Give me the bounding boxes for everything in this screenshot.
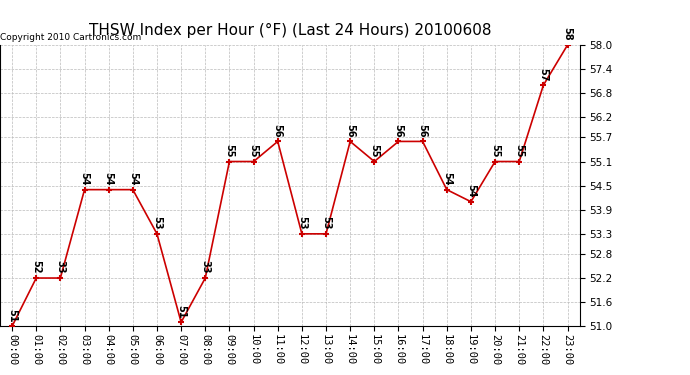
Text: 56: 56 bbox=[393, 124, 404, 137]
Text: 52: 52 bbox=[31, 260, 41, 274]
Text: 54: 54 bbox=[466, 184, 476, 198]
Text: 51: 51 bbox=[176, 304, 186, 318]
Text: THSW Index per Hour (°F) (Last 24 Hours) 20100608: THSW Index per Hour (°F) (Last 24 Hours)… bbox=[88, 22, 491, 38]
Text: 56: 56 bbox=[417, 124, 428, 137]
Text: 55: 55 bbox=[248, 144, 259, 158]
Text: 56: 56 bbox=[273, 124, 283, 137]
Text: 33: 33 bbox=[55, 260, 66, 274]
Text: 56: 56 bbox=[345, 124, 355, 137]
Text: 54: 54 bbox=[442, 172, 452, 186]
Text: 55: 55 bbox=[369, 144, 380, 158]
Text: 54: 54 bbox=[104, 172, 114, 186]
Text: 33: 33 bbox=[200, 260, 210, 274]
Text: 57: 57 bbox=[538, 68, 549, 81]
Text: Copyright 2010 Cartronics.com: Copyright 2010 Cartronics.com bbox=[0, 33, 141, 42]
Text: 58: 58 bbox=[562, 27, 573, 41]
Text: 51: 51 bbox=[7, 309, 17, 322]
Text: 53: 53 bbox=[297, 216, 307, 229]
Text: 55: 55 bbox=[490, 144, 500, 158]
Text: 55: 55 bbox=[224, 144, 235, 158]
Text: 53: 53 bbox=[321, 216, 331, 229]
Text: 55: 55 bbox=[514, 144, 524, 158]
Text: 54: 54 bbox=[128, 172, 138, 186]
Text: 54: 54 bbox=[79, 172, 90, 186]
Text: 53: 53 bbox=[152, 216, 162, 229]
